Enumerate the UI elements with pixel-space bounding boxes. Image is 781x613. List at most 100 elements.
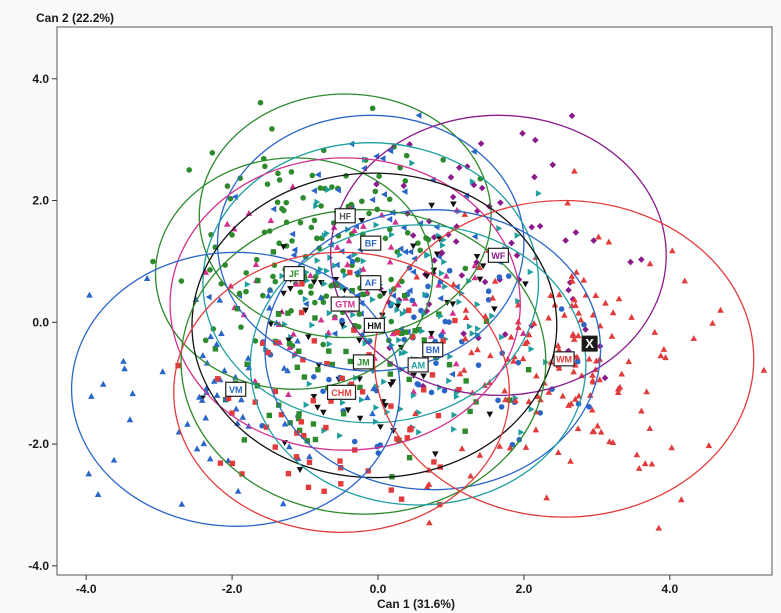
data-point (306, 453, 313, 460)
data-point (565, 286, 572, 294)
data-point (389, 379, 397, 386)
data-point (423, 273, 431, 280)
data-point (514, 318, 522, 325)
data-point (425, 480, 433, 487)
centroid-box (326, 384, 357, 400)
data-point (399, 310, 406, 317)
data-point (205, 293, 212, 301)
centroid-box (225, 381, 247, 397)
data-point (594, 422, 601, 429)
circle-wm (373, 199, 755, 518)
data-point (397, 251, 404, 259)
confidence-circles (70, 93, 755, 534)
data-point (580, 276, 588, 283)
data-point (570, 368, 577, 375)
data-point (474, 207, 481, 215)
data-point (681, 277, 689, 284)
data-point (349, 287, 355, 294)
data-point (446, 267, 453, 274)
centroid-label: WF (491, 251, 505, 261)
data-point (478, 184, 486, 192)
data-point (356, 415, 364, 422)
data-point (296, 348, 302, 354)
circle-gtm (169, 157, 521, 451)
data-point (655, 524, 663, 531)
data-point (355, 323, 362, 330)
data-point (386, 258, 394, 265)
data-point (573, 353, 581, 360)
data-point (302, 307, 309, 314)
point-series-hf (186, 99, 484, 325)
data-point (364, 394, 371, 401)
data-point (399, 278, 405, 285)
circle-hf (198, 93, 492, 339)
y-tick-label: 0.0 (32, 315, 49, 329)
data-point (401, 188, 408, 195)
data-point (299, 281, 305, 287)
data-point (535, 190, 542, 197)
data-point (705, 442, 713, 449)
data-point (386, 216, 393, 223)
data-point (455, 164, 463, 171)
data-point (215, 376, 221, 382)
data-point (409, 232, 417, 239)
data-point (409, 334, 416, 340)
data-point (450, 280, 457, 287)
data-point (321, 280, 328, 287)
data-point (285, 470, 292, 477)
data-point (306, 380, 313, 388)
data-point (575, 392, 583, 399)
data-point (574, 332, 582, 339)
data-point (502, 396, 509, 403)
centroid-box (422, 342, 444, 358)
data-point (143, 275, 151, 282)
data-point (475, 334, 482, 342)
data-point (476, 451, 484, 458)
data-point (475, 362, 482, 368)
data-point (430, 234, 438, 241)
data-point (252, 338, 259, 344)
data-point (409, 297, 416, 304)
data-point (415, 240, 421, 246)
data-point (615, 295, 623, 302)
data-point (344, 261, 351, 268)
data-point (267, 321, 275, 328)
data-point (229, 410, 235, 416)
data-point (428, 330, 435, 337)
data-point (559, 392, 567, 399)
data-point (388, 487, 394, 493)
data-point (453, 393, 460, 400)
data-point (351, 227, 358, 234)
x-tick-label: -2.0 (222, 582, 243, 596)
circle-bm (264, 209, 602, 491)
unknown-point-label: X (585, 336, 594, 351)
data-point (690, 335, 698, 342)
data-point (589, 371, 596, 378)
centroid-box (334, 208, 356, 224)
data-point (285, 337, 293, 344)
data-point (303, 268, 310, 276)
data-point (601, 374, 609, 382)
data-point (471, 262, 479, 269)
data-point (574, 358, 581, 365)
centroid-label: HM (367, 321, 381, 331)
data-point (287, 286, 294, 292)
data-point (450, 201, 457, 208)
data-point (425, 283, 431, 290)
data-point (244, 361, 250, 368)
data-point (572, 229, 580, 236)
data-point (570, 335, 578, 342)
data-point (452, 238, 460, 245)
centroid-jf: JF (283, 266, 305, 282)
data-point (441, 387, 448, 394)
data-point (210, 377, 218, 384)
data-point (491, 306, 498, 313)
data-point (709, 319, 716, 326)
data-point (528, 223, 536, 231)
data-point (398, 350, 405, 357)
data-point (460, 330, 467, 337)
data-point (477, 140, 485, 147)
data-point (324, 360, 330, 367)
data-point (420, 373, 427, 380)
